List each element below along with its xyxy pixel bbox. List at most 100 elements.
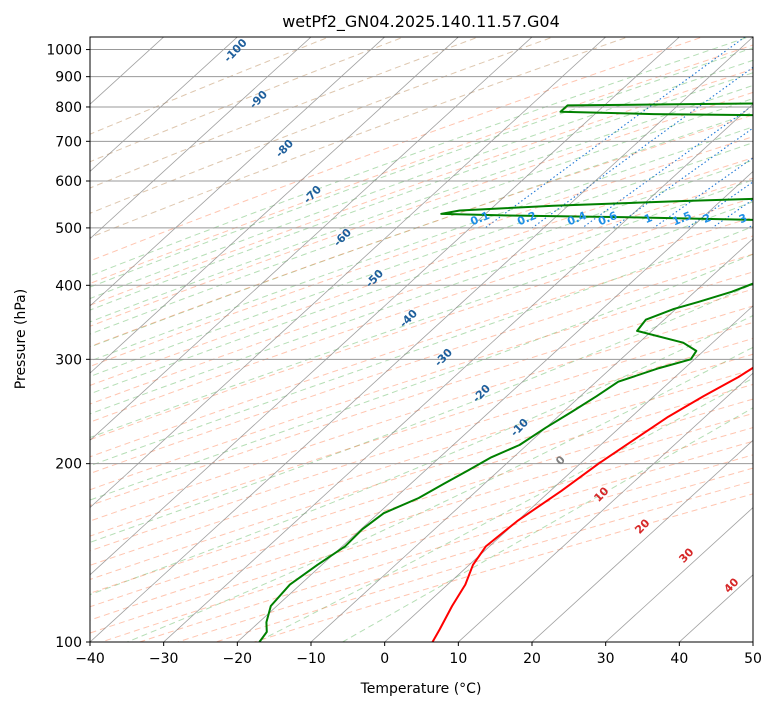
isotherm-line: [531, 439, 753, 642]
mixing-ratio-label: 3: [737, 211, 749, 226]
isotherm-line: [384, 305, 753, 642]
dry-adiabat: [90, 337, 753, 552]
dry-adiabat: [90, 305, 753, 522]
x-tick-label: 10: [449, 651, 467, 667]
isotherm-line: [457, 372, 753, 642]
dry-adiabat: [90, 253, 753, 475]
mixing-ratio-line: [653, 157, 753, 229]
moist-adiabat: [90, 142, 753, 378]
dry-adiabat: [90, 412, 753, 621]
dry-adiabat: [90, 197, 753, 423]
x-tick-label: −30: [149, 651, 179, 667]
dry-adiabat: [90, 68, 753, 306]
y-tick-label: 600: [55, 174, 82, 190]
y-tick-label: 900: [55, 70, 82, 86]
y-tick-label: 700: [55, 134, 82, 150]
mixing-ratio-line: [484, 37, 746, 229]
isotherm-line: [90, 37, 312, 240]
y-tick-label: 1000: [46, 43, 82, 59]
dry-adiabat: [90, 368, 753, 580]
x-axis-ticks: −40 −30 −20 −10 0 10 20 30 40 50: [75, 642, 762, 667]
mixing-ratio-label: 1.5: [671, 209, 694, 228]
dry-adiabat: [90, 37, 704, 262]
moist-adiabat: [90, 126, 753, 362]
x-axis-label: Temperature (°C): [360, 681, 482, 697]
x-tick-label: −20: [223, 651, 253, 667]
dry-adiabat-label: -30: [432, 346, 455, 370]
dry-adiabat: [90, 177, 753, 405]
dry-adiabat-label: -100: [221, 36, 250, 65]
dry-adiabat: [90, 398, 753, 608]
mixing-ratio-line: [581, 104, 753, 229]
mixing-ratio-label: 0.6: [596, 209, 619, 228]
y-tick-label: 200: [55, 457, 82, 473]
moist-adiabat: [127, 346, 753, 642]
isobar-grid: [90, 49, 753, 642]
dry-adiabat: [138, 454, 753, 642]
isotherm-line: [90, 37, 533, 441]
dry-adiabat: [90, 353, 753, 566]
moist-adiabat: [256, 377, 753, 642]
isotherm-line: [90, 37, 607, 509]
dry-adiabat: [90, 37, 630, 239]
isotherm-line: [752, 641, 753, 642]
mixing-ratio-lines: [484, 37, 753, 229]
dry-adiabat: [90, 321, 753, 537]
dry-adiabat-label: -90: [247, 88, 270, 112]
moist-adiabat: [90, 283, 753, 543]
x-tick-label: 0: [380, 651, 389, 667]
dry-adiabat: [90, 136, 753, 367]
isotherm-line: [90, 37, 680, 576]
y-tick-label: 400: [55, 278, 82, 294]
y-tick-label: 800: [55, 100, 82, 116]
isotherm-line: [163, 103, 753, 642]
mixing-ratio-label: 1: [642, 211, 654, 226]
mixing-ratio-label: 2: [701, 211, 713, 226]
y-axis-label: Pressure (hPa): [13, 289, 29, 389]
y-tick-label: 300: [55, 352, 82, 368]
isotherm-line: [90, 37, 386, 307]
dry-adiabats: [90, 37, 753, 642]
x-tick-label: 30: [597, 651, 615, 667]
isotherm-line: [605, 507, 753, 642]
y-tick-label: 500: [55, 221, 82, 237]
plot-area: -100-90-80-70-60-50-40-30-20-10010203040…: [90, 36, 775, 642]
mixing-ratio-label: 4: [764, 211, 775, 226]
plot-frame: [89, 36, 754, 643]
dry-adiabat-label: -60: [331, 226, 354, 250]
dry-adiabat: [99, 440, 753, 642]
dry-adiabat-label: 40: [721, 575, 741, 595]
isotherm-line: [90, 37, 459, 374]
isotherm-line: [310, 238, 753, 642]
isotherm-line: [90, 37, 753, 642]
dry-adiabat: [90, 91, 753, 327]
dry-adiabat-label: -50: [363, 267, 386, 291]
profile-lines: [258, 102, 753, 642]
dry-adiabat-label: -70: [301, 183, 324, 207]
dry-adiabat-label: 30: [676, 545, 696, 565]
dry-adiabat: [90, 216, 753, 441]
dry-adiabat: [90, 383, 753, 594]
dry-adiabat: [90, 44, 753, 285]
dry-adiabat: [90, 157, 753, 386]
dry-adiabat: [252, 493, 753, 642]
dry-adiabat-label: -10: [508, 416, 531, 440]
dry-adiabat: [90, 235, 753, 458]
dry-adiabat-label: -20: [470, 382, 493, 406]
x-tick-label: −10: [296, 651, 326, 667]
x-tick-label: 20: [523, 651, 541, 667]
dry-adiabat-label: 0: [553, 453, 568, 468]
temperature-profile: [431, 366, 753, 642]
moist-adiabat: [90, 201, 753, 439]
dry-adiabat: [90, 271, 753, 491]
x-tick-label: 40: [670, 651, 688, 667]
dry-adiabat: [90, 288, 753, 507]
x-tick-label: 50: [744, 651, 762, 667]
moist-adiabat: [90, 315, 753, 596]
dry-adiabat: [90, 114, 753, 348]
y-axis-ticks: 100 200 300 400 500 600 700 800 900 1000: [46, 43, 90, 651]
dry-adiabat: [90, 427, 753, 634]
y-tick-label: 100: [55, 635, 82, 651]
x-tick-label: −40: [75, 651, 105, 667]
